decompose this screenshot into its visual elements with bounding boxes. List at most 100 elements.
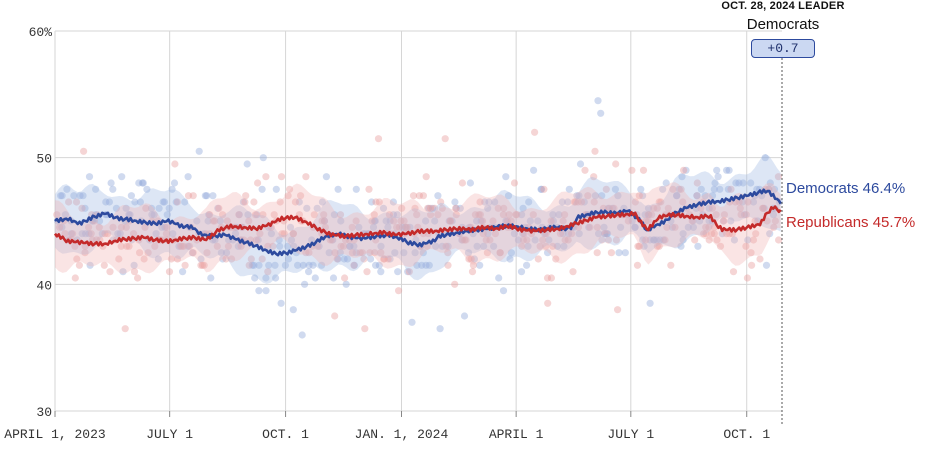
democrats-poll-dot <box>63 185 71 193</box>
democrats-poll-dot <box>470 255 478 263</box>
republicans-poll-dot <box>130 268 139 276</box>
republicans-poll-dot <box>653 204 661 212</box>
republicans-poll-dot <box>461 236 469 244</box>
democrats-poll-dot <box>184 173 192 181</box>
republicans-poll-dot <box>177 242 185 250</box>
democrats-poll-dot <box>98 230 106 238</box>
democrats-poll-dot <box>197 255 205 263</box>
republicans-poll-dot <box>90 217 98 225</box>
republicans-poll-dot <box>737 211 745 219</box>
republicans-poll-dot <box>693 179 701 187</box>
democrats-poll-dot <box>107 179 115 187</box>
democrats-poll-dot <box>502 173 510 181</box>
democrats-poll-dot <box>119 268 127 276</box>
republicans-poll-dot <box>310 211 318 219</box>
republicans-poll-dot <box>211 217 219 225</box>
democrats-poll-dot <box>604 204 612 212</box>
republicans-poll-dot <box>446 217 454 225</box>
democrats-poll-dot <box>170 179 179 187</box>
democrats-poll-dot <box>311 274 319 282</box>
democrats-poll-dot <box>549 217 558 225</box>
republicans-poll-dot <box>356 249 364 257</box>
democrats-poll-dot <box>255 261 263 269</box>
x-tick-label: APRIL 1, 2023 <box>4 427 105 442</box>
democrats-poll-dot <box>254 236 262 244</box>
republicans-poll-dot <box>71 242 79 250</box>
republicans-poll-dot <box>650 204 658 212</box>
democrats-poll-dot <box>158 223 166 231</box>
democrats-poll-dot <box>565 185 573 193</box>
republicans-poll-dot <box>720 217 728 225</box>
democrats-poll-dot <box>290 242 298 250</box>
democrats-poll-dot <box>295 198 303 206</box>
republicans-poll-dot <box>241 198 249 206</box>
republicans-poll-dot <box>756 255 764 263</box>
democrats-poll-dot <box>519 204 527 212</box>
democrats-poll-dot <box>560 242 568 250</box>
democrats-poll-dot <box>544 249 552 257</box>
democrats-poll-dot <box>644 204 653 212</box>
democrats-poll-dot <box>710 185 718 193</box>
republicans-poll-dot <box>462 236 470 244</box>
democrats-poll-dot <box>411 249 419 257</box>
republicans-poll-dot <box>380 255 388 263</box>
republicans-poll-dot <box>278 230 286 238</box>
democrats-poll-dot <box>473 217 481 225</box>
democrats-poll-dot <box>434 192 442 200</box>
democrats-poll-dot <box>389 198 397 206</box>
republicans-poll-dot <box>336 211 345 219</box>
republicans-poll-dot <box>141 223 149 231</box>
democrats-poll-dot <box>689 217 697 225</box>
democrats-poll-dot <box>86 261 94 269</box>
republicans-poll-dot <box>280 230 288 238</box>
republicans-poll-dot <box>361 325 369 333</box>
democrats-poll-dot <box>645 211 653 219</box>
democrats-poll-dot <box>697 185 705 193</box>
democrats-poll-dot <box>419 249 427 257</box>
democrats-poll-dot <box>258 185 266 193</box>
democrats-poll-dot <box>761 154 769 162</box>
republicans-poll-dot <box>320 217 328 225</box>
republicans-poll-dot <box>53 211 61 219</box>
democrats-poll-dot <box>495 274 503 282</box>
republicans-poll-dot <box>368 217 376 225</box>
republicans-poll-dot <box>81 242 89 250</box>
democrats-poll-dot <box>160 198 169 206</box>
republicans-poll-dot <box>736 204 744 212</box>
republicans-poll-dot <box>395 287 403 295</box>
democrats-poll-dot <box>673 192 681 200</box>
republicans-poll-dot <box>228 255 236 263</box>
republicans-poll-dot <box>372 198 380 206</box>
democrats-poll-dot <box>525 198 533 206</box>
democrats-poll-dot <box>165 204 173 212</box>
republicans-poll-dot <box>510 179 519 187</box>
democrats-poll-dot <box>524 242 532 250</box>
democrats-poll-dot <box>564 198 572 206</box>
republicans-poll-dot <box>547 274 556 282</box>
republicans-poll-dot <box>223 217 231 225</box>
republicans-poll-dot <box>109 223 117 231</box>
democrats-poll-dot <box>85 230 93 238</box>
democrats-poll-dot <box>127 192 135 200</box>
republicans-poll-dot <box>642 236 650 244</box>
republicans-poll-dot <box>224 242 232 250</box>
democrats-poll-dot <box>760 204 768 212</box>
republicans-poll-dot <box>671 223 679 231</box>
republicans-poll-dot <box>444 261 452 269</box>
republicans-poll-dot <box>644 211 652 219</box>
republicans-poll-dot <box>771 217 780 225</box>
republicans-poll-dot <box>106 268 114 276</box>
democrats-poll-dot <box>267 230 275 238</box>
republicans-poll-dot <box>73 255 81 263</box>
republicans-poll-dot <box>507 217 515 225</box>
republicans-poll-dot <box>366 249 374 257</box>
democrats-poll-dot <box>105 198 113 206</box>
democrats-poll-dot <box>272 274 280 282</box>
democrats-poll-dot <box>445 217 453 225</box>
republicans-poll-dot <box>742 211 750 219</box>
democrats-poll-dot <box>168 185 176 193</box>
republicans-poll-dot <box>427 211 435 219</box>
democrats-poll-dot <box>713 166 721 174</box>
democrats-poll-dot <box>138 179 146 187</box>
republicans-poll-dot <box>568 230 576 238</box>
